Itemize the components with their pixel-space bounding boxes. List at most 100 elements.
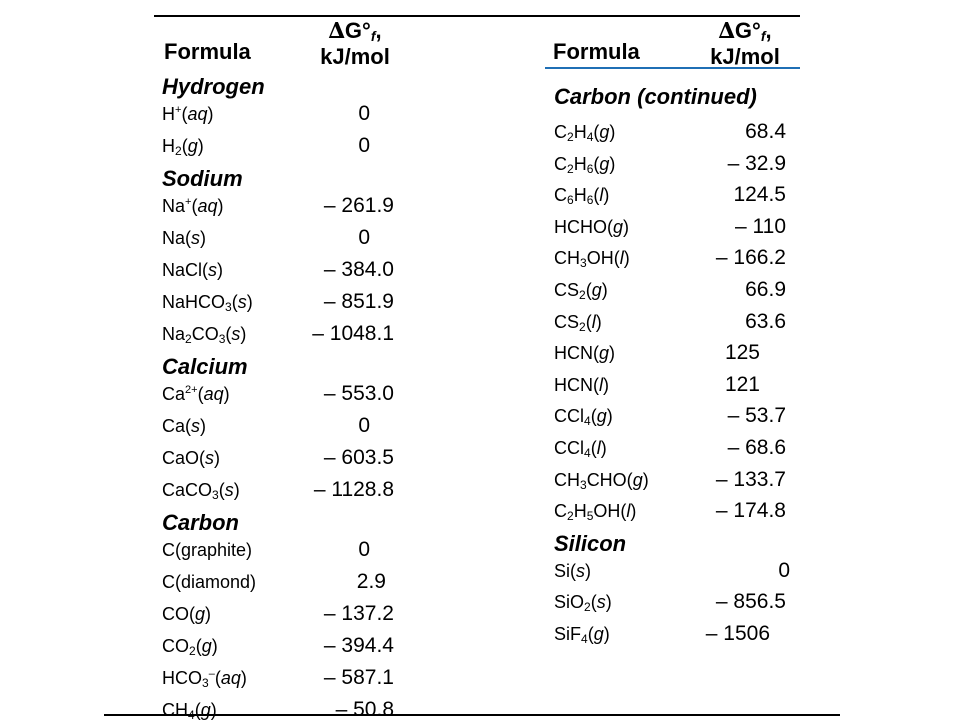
table-row: Ca(s) 0 <box>158 414 408 442</box>
value-cell: – 32.9 <box>727 151 786 175</box>
value-cell: – 133.7 <box>715 467 786 491</box>
header-rule-right <box>545 67 800 69</box>
f-subscript: f <box>370 28 376 44</box>
table-row: CO2(g) – 394.4 <box>158 634 408 662</box>
formula-cell: C2H6(g) <box>554 153 616 176</box>
category-row: Hydrogen <box>158 74 408 102</box>
value-cell: – 851.9 <box>323 290 394 313</box>
category-label: Sodium <box>162 166 243 191</box>
table-row: CS2(l) 63.6 <box>550 310 800 338</box>
table-row: CH4(g) – 50.8 <box>158 698 408 726</box>
value-cell: – 1506 <box>705 622 770 645</box>
value-cell: 121 <box>724 372 760 396</box>
formula-cell: CS2(g) <box>554 280 608 302</box>
formula-cell: H+(aq) <box>162 104 214 124</box>
category-row: Silicon <box>550 531 800 559</box>
table-row: CaCO3(s) – 1128.8 <box>158 478 408 506</box>
formula-cell: CS2(l) <box>554 311 602 334</box>
value-cell: – 856.5 <box>715 590 786 614</box>
formula-cell: CH4(g) <box>162 700 217 722</box>
formula-cell: C(diamond) <box>162 572 257 592</box>
category-label: Carbon <box>162 510 239 535</box>
table-row: CH3CHO(g) – 133.7 <box>550 468 800 496</box>
formula-cell: Na(s) <box>162 228 207 248</box>
table-row: C2H6(g) – 32.9 <box>550 152 800 180</box>
header-comma: , <box>765 18 772 43</box>
value-cell: – 50.8 <box>335 698 394 721</box>
formula-cell: SiO2(s) <box>554 592 612 615</box>
table-row: C6H6(l) 124.5 <box>550 183 800 211</box>
table-row: Na(s) 0 <box>158 226 408 254</box>
value-cell: – 553.0 <box>323 382 394 405</box>
value-cell: 63.6 <box>745 309 786 333</box>
value-cell: 0 <box>358 538 370 561</box>
table-row: CS2(g) 66.9 <box>550 278 800 306</box>
formula-cell: Si(s) <box>554 560 591 581</box>
value-cell: 0 <box>358 414 370 437</box>
table-row: Si(s) 0 <box>550 559 800 587</box>
category-row: Carbon (continued) <box>550 84 800 112</box>
formula-cell: CO(g) <box>162 604 212 624</box>
value-cell: – 384.0 <box>323 258 394 281</box>
value-cell: 68.4 <box>745 120 786 143</box>
table-row: C(graphite) 0 <box>158 538 408 566</box>
header-comma: , <box>375 18 382 43</box>
value-cell: 2.9 <box>356 570 386 593</box>
formula-cell: C(graphite) <box>162 540 253 560</box>
value-cell: – 261.9 <box>323 194 394 217</box>
value-cell: – 603.5 <box>323 446 394 469</box>
value-cell: – 1128.8 <box>313 478 394 501</box>
category-label: Hydrogen <box>162 74 265 99</box>
formula-cell: NaCl(s) <box>162 260 224 280</box>
formula-cell: Ca(s) <box>162 416 207 436</box>
value-cell: 0 <box>358 134 370 157</box>
formula-cell: SiF4(g) <box>554 624 610 646</box>
formula-cell: CO2(g) <box>162 636 218 658</box>
formula-cell: Na+(aq) <box>162 196 224 216</box>
value-cell: 0 <box>358 102 370 125</box>
g-label: G° <box>344 18 371 43</box>
formula-cell: Na2CO3(s) <box>162 324 247 346</box>
table-row: Na2CO3(s) – 1048.1 <box>158 322 408 350</box>
value-cell: 66.9 <box>745 278 786 301</box>
left-column: Hydrogen H+(aq) 0 H2(g) 0 Sodium Na+(aq) – 261.… <box>158 74 408 721</box>
value-cell: 124.5 <box>733 183 786 207</box>
table-row: SiO2(s) – 856.5 <box>550 590 800 618</box>
table-row: C(diamond) 2.9 <box>158 570 408 598</box>
value-cell: – 53.7 <box>727 404 786 428</box>
formula-cell: H2(g) <box>162 136 204 158</box>
formula-cell: HCHO(g) <box>554 216 630 237</box>
value-cell: – 394.4 <box>323 634 394 657</box>
left-value-header: ∆G°f, kJ/mol <box>300 18 410 70</box>
formula-cell: CaCO3(s) <box>162 480 240 502</box>
table-row: CaO(s) – 603.5 <box>158 446 408 474</box>
value-cell: – 137.2 <box>323 602 394 625</box>
formula-cell: Ca2+(aq) <box>162 384 230 404</box>
f-subscript: f <box>760 28 766 44</box>
table-row: NaCl(s) – 384.0 <box>158 258 408 286</box>
value-cell: – 68.6 <box>727 436 786 459</box>
table-row: Ca2+(aq) – 553.0 <box>158 382 408 410</box>
formula-cell: NaHCO3(s) <box>162 292 253 314</box>
table-row: HCO3–(aq) – 587.1 <box>158 666 408 694</box>
value-cell: – 174.8 <box>715 499 786 523</box>
formula-cell: CH3OH(l) <box>554 248 630 271</box>
unit-label: kJ/mol <box>710 44 780 69</box>
value-cell: – 587.1 <box>323 666 394 689</box>
value-cell: – 166.2 <box>715 246 786 270</box>
value-cell: 125 <box>724 341 760 365</box>
bottom-rule <box>104 714 840 716</box>
formula-cell: CCl4(g) <box>554 406 613 429</box>
category-label: Carbon (continued) <box>554 84 757 109</box>
value-cell: – 1048.1 <box>312 322 394 345</box>
table-row: H2(g) 0 <box>158 134 408 162</box>
table-row: NaHCO3(s) – 851.9 <box>158 290 408 318</box>
formula-cell: CH3CHO(g) <box>554 469 649 492</box>
category-row: Calcium <box>158 354 408 382</box>
right-value-header: ∆G°f, kJ/mol <box>690 18 800 70</box>
left-formula-header: Formula <box>164 39 251 64</box>
formula-cell: C6H6(l) <box>554 185 610 208</box>
table-row: C2H5OH(l) – 174.8 <box>550 499 800 527</box>
category-label: Silicon <box>554 530 627 556</box>
right-formula-header: Formula <box>553 39 640 64</box>
